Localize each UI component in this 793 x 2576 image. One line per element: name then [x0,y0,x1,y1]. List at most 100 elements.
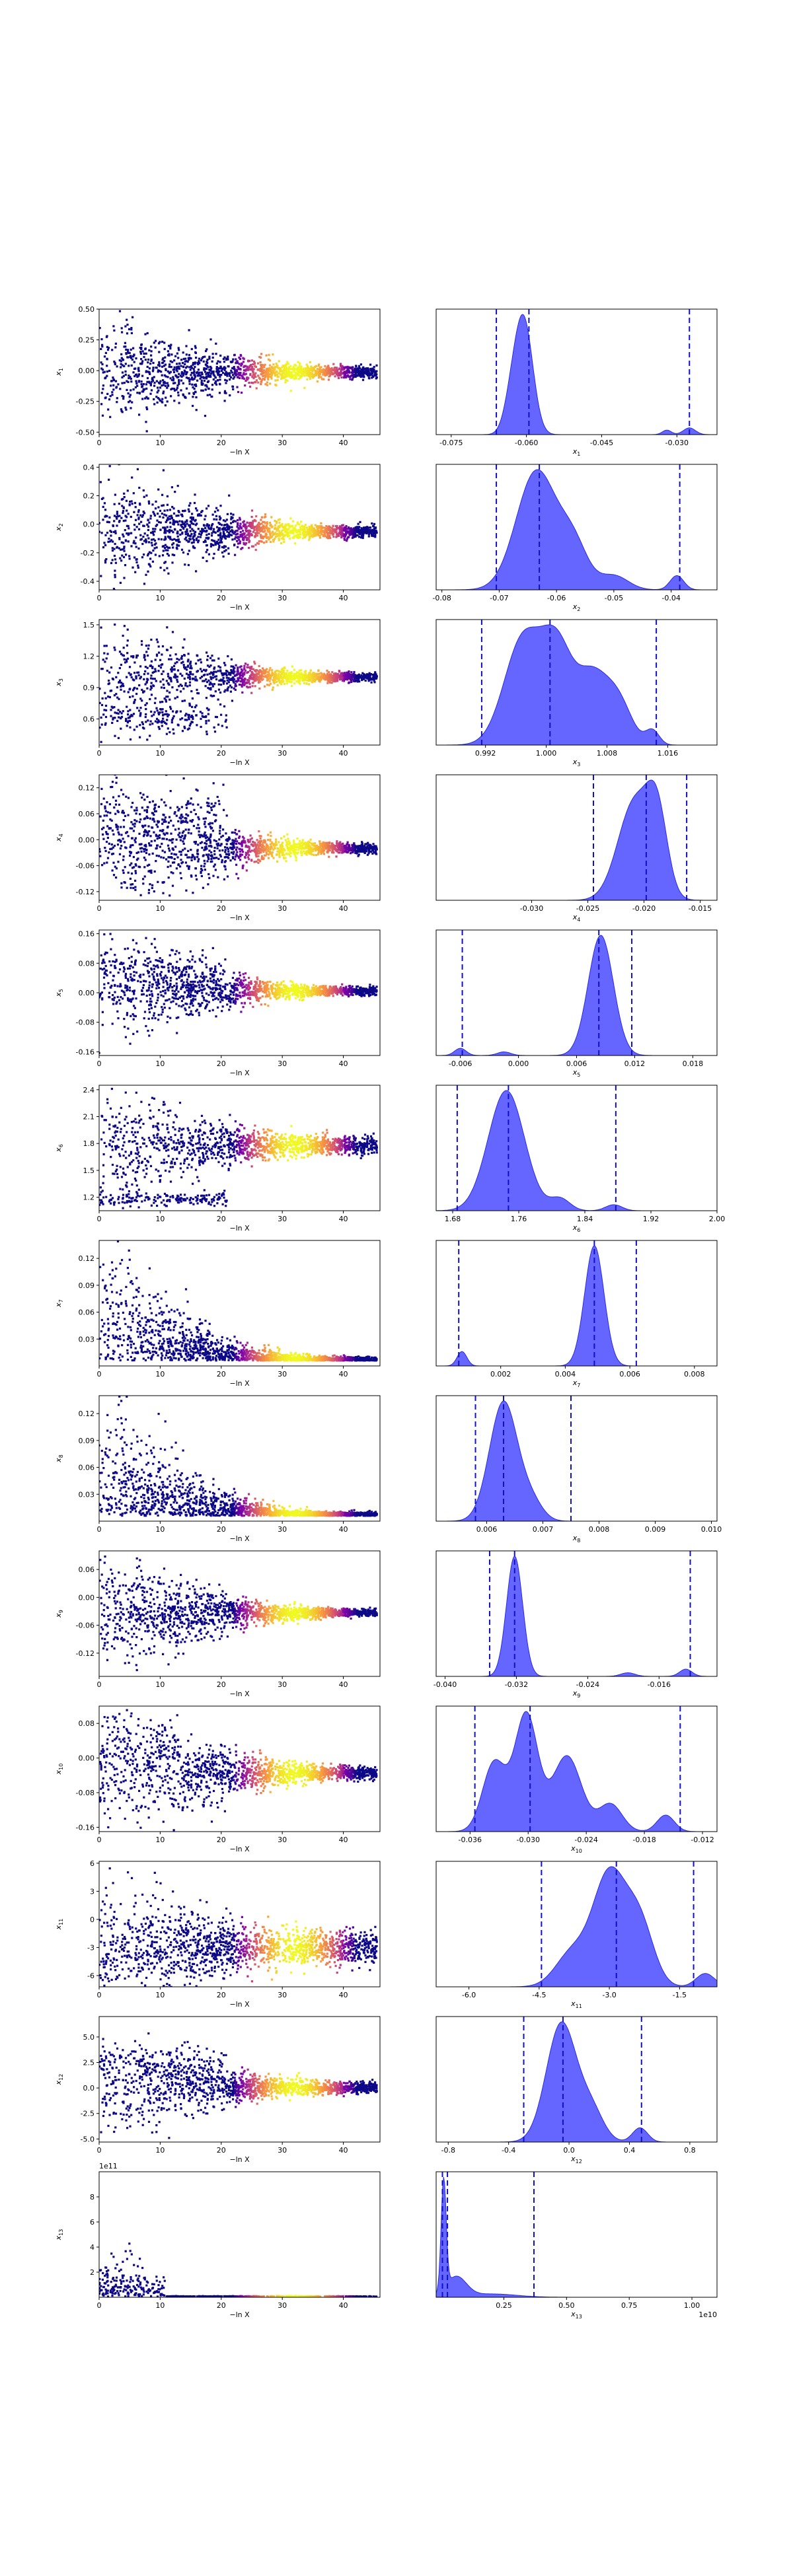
trace-point [237,546,239,548]
trace-point [364,531,367,534]
trace-point [328,681,331,684]
trace-point [263,378,266,380]
trace-point [260,365,262,368]
trace-point [147,541,151,544]
trace-point [233,538,236,540]
trace-point [310,678,313,680]
trace-point [112,376,114,379]
trace-point [266,679,268,682]
trace-point [329,673,332,676]
trace-point [281,525,284,528]
trace-point [146,380,149,383]
trace-point [172,676,175,678]
trace-point [191,528,194,530]
trace-point [307,367,309,369]
trace-point [312,375,315,377]
trace-point [143,355,145,359]
trace-point [302,526,305,528]
trace-point [234,370,237,373]
trace-point [226,513,229,515]
trace-point [250,545,254,548]
trace-point [155,680,157,682]
trace-point [223,366,226,369]
trace-point [369,372,371,375]
trace-point [111,349,114,351]
trace-point [305,850,307,853]
trace-point [252,373,255,376]
trace-point [370,533,373,536]
trace-point [167,554,170,557]
trace-point [299,371,301,374]
trace-point [328,534,331,537]
trace-point [125,717,128,720]
trace-point [234,554,237,556]
trace-point [269,838,272,841]
trace-point [132,347,135,349]
trace-point [145,406,148,409]
trace-point [165,375,167,378]
trace-point [128,376,130,380]
trace-point [196,827,198,830]
trace-point [204,371,206,373]
trace-point [236,540,239,542]
trace-point [317,669,320,672]
trace-point [201,357,204,360]
trace-point [108,682,110,685]
trace-point [189,723,192,725]
trace-point [246,536,248,540]
trace-point [211,695,213,698]
trace-point [234,685,237,688]
trace-point [169,856,171,859]
trace-point [216,371,219,375]
trace-point [145,721,147,723]
trace-point [321,849,324,851]
trace-point [266,522,269,525]
trace-point [107,408,110,411]
trace-point [106,348,110,351]
trace-point [297,371,300,374]
trace-point [274,533,277,536]
trace-point [171,505,174,509]
trace-point [333,530,336,532]
trace-point [329,373,332,375]
trace-point [266,371,269,373]
trace-point [156,523,159,526]
trace-point [127,513,130,515]
trace-point [231,670,233,672]
trace-point [123,382,126,384]
trace-point [169,377,172,380]
trace-point [250,668,252,670]
trace-point [140,383,143,386]
trace-point [212,674,215,676]
trace-point [161,493,164,496]
trace-point [150,710,153,713]
trace-point [311,853,313,856]
trace-point [126,388,128,391]
trace-point [166,526,169,528]
trace-point [138,522,141,525]
trace-point [271,370,274,373]
trace-point [194,841,197,843]
trace-point [268,364,272,367]
trace-point [250,692,253,694]
trace-point [188,702,191,705]
trace-point [137,566,139,569]
trace-point [172,546,174,549]
trace-point [300,520,303,523]
trace-point [170,515,172,517]
trace-point [204,526,207,529]
trace-point [266,684,269,686]
trace-point [182,357,185,360]
trace-point [289,855,292,857]
trace-point [291,678,294,681]
trace-point [217,528,220,531]
trace-point [132,542,135,544]
trace-point [217,688,220,691]
trace-point [192,386,194,388]
trace-point [107,696,110,698]
trace-point [232,665,235,668]
trace-point [330,682,333,684]
trace-point [256,678,258,681]
trace-point [103,355,106,358]
trace-point [136,707,139,709]
